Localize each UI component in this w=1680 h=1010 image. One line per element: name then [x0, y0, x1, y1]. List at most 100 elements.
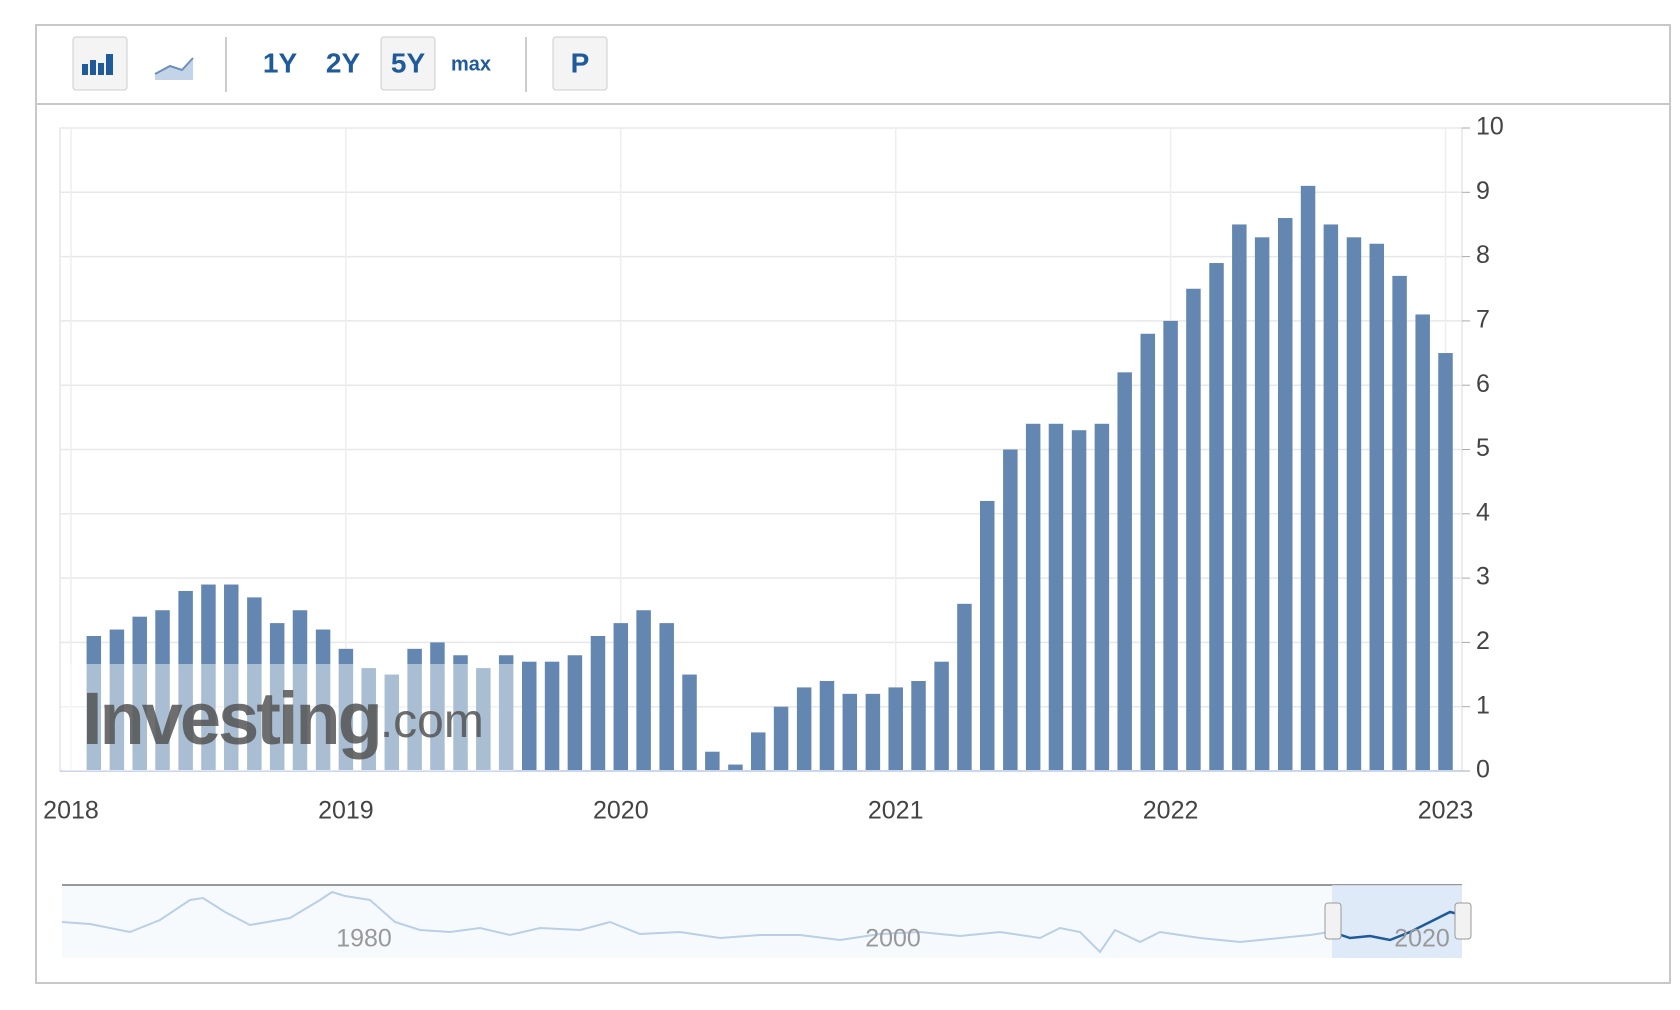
y-tick-label: 8 — [1476, 241, 1490, 269]
bar — [247, 597, 262, 771]
watermark-brand: Investing — [82, 677, 380, 760]
x-tick-label: 2019 — [318, 797, 374, 825]
navigator-selection — [1332, 885, 1462, 958]
bar — [430, 642, 445, 771]
line-type-button[interactable] — [154, 57, 194, 80]
bar — [384, 674, 400, 771]
y-tick-label: 7 — [1476, 306, 1490, 334]
bar — [476, 668, 491, 771]
toolbar: 1Y 2Y 5Y max P — [72, 36, 608, 92]
y-tick-label: 4 — [1476, 498, 1490, 526]
p-button[interactable]: P — [571, 47, 590, 78]
bar — [407, 648, 422, 771]
bar — [705, 751, 720, 771]
x-tick-label: 2023 — [1418, 797, 1474, 825]
bar — [773, 706, 789, 771]
bar — [1094, 423, 1110, 771]
y-tick-label: 1 — [1476, 691, 1490, 719]
bar — [1003, 449, 1018, 771]
range-5y[interactable]: 5Y — [391, 47, 426, 78]
navigator-label: 2000 — [865, 925, 921, 953]
bar — [682, 674, 697, 771]
bar — [796, 687, 812, 771]
bar — [292, 610, 308, 771]
y-tick-label: 2 — [1476, 627, 1490, 655]
bar — [911, 680, 926, 771]
y-tick-label: 10 — [1476, 113, 1504, 141]
bar — [1025, 423, 1041, 771]
bar — [1323, 224, 1339, 771]
plot-area: 0 1 2 3 4 5 6 7 8 9 10 2018 2019 2020 2021 2022 2023 Inve… — [43, 113, 1504, 825]
navigator-line — [61, 890, 1331, 954]
bar — [1140, 333, 1156, 771]
bar — [201, 584, 216, 771]
p-button-bg — [552, 36, 608, 91]
bar — [1392, 275, 1407, 771]
bar — [636, 610, 651, 771]
bar — [269, 623, 285, 771]
bar — [1163, 320, 1178, 771]
bar — [751, 732, 766, 771]
bar — [155, 610, 170, 771]
bar — [613, 623, 629, 771]
navigator: 1980 2000 2020 — [61, 884, 1472, 958]
bar — [361, 668, 376, 771]
watermark-suffix: .com — [380, 695, 484, 748]
bar — [1346, 237, 1362, 771]
bar — [590, 635, 606, 771]
bar — [109, 629, 125, 771]
x-tick-label: 2018 — [43, 797, 99, 825]
range-2y[interactable]: 2Y — [326, 47, 361, 78]
range-5y-bg — [380, 36, 436, 91]
watermark: Investing.com — [82, 677, 484, 760]
bar — [1071, 430, 1087, 771]
y-tick-label: 6 — [1476, 370, 1490, 398]
bar — [1369, 243, 1385, 772]
bar — [178, 590, 193, 771]
bar-icon — [82, 54, 113, 75]
navigator-bg — [62, 885, 1462, 958]
bar — [819, 680, 835, 771]
bar — [567, 655, 583, 771]
bar — [224, 584, 239, 771]
x-tick-label: 2021 — [868, 797, 924, 825]
y-tick-label: 3 — [1476, 563, 1490, 591]
bar — [453, 655, 468, 771]
bar — [957, 603, 972, 771]
bar — [728, 764, 743, 771]
bar — [315, 629, 331, 771]
watermark-veil — [62, 664, 514, 771]
y-tick-label: 5 — [1476, 434, 1490, 462]
navigator-label: 1980 — [336, 925, 392, 953]
navigator-selected-line — [1331, 910, 1463, 942]
navigator-label: 2020 — [1394, 925, 1450, 953]
bar — [1277, 218, 1293, 771]
range-1y[interactable]: 1Y — [263, 47, 298, 78]
bar — [1209, 263, 1224, 771]
bar — [1254, 237, 1270, 771]
bar — [338, 648, 354, 771]
range-max[interactable]: max — [451, 53, 491, 75]
bar — [1048, 423, 1064, 771]
bar — [1232, 224, 1247, 771]
bar — [1117, 372, 1132, 771]
x-tick-label: 2020 — [593, 797, 649, 825]
x-tick-label: 2022 — [1143, 797, 1199, 825]
navigator-handle-right[interactable] — [1454, 902, 1472, 940]
bar — [1186, 288, 1201, 771]
bar — [522, 661, 537, 771]
bar — [888, 687, 903, 771]
bar — [1415, 314, 1430, 771]
y-tick-label: 9 — [1476, 177, 1490, 205]
y-tick-label: 0 — [1476, 756, 1490, 784]
navigator-handle-left[interactable] — [1324, 902, 1342, 940]
bar — [498, 655, 514, 771]
bar — [544, 661, 560, 771]
bar — [86, 635, 102, 771]
bar — [1438, 353, 1453, 771]
bar — [132, 616, 147, 771]
bar — [865, 693, 881, 771]
bar — [1300, 185, 1316, 771]
bar — [980, 500, 995, 771]
